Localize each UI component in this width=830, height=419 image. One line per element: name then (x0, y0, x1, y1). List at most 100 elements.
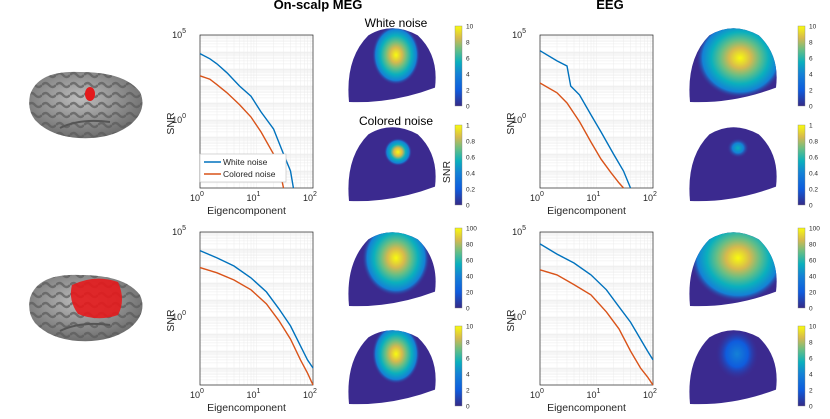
activation-spot (715, 330, 759, 380)
x-tick-label: 101 (587, 388, 601, 400)
colorbar-tick-label: 8 (809, 340, 813, 347)
colorbar-tick-label: 10 (809, 24, 817, 31)
colorbars: 108642010.80.60.40.20108642010.80.60.40.… (454, 24, 820, 411)
x-tick-label: 101 (247, 388, 261, 400)
colorbar-meg-bottom-colored: 10 8 6 4 2 0 (454, 324, 474, 411)
topomap-eeg-top-white (689, 28, 777, 103)
colorbar-meg-top-white: 10 8 6 4 2 0 (454, 24, 474, 111)
axes-box (199, 231, 314, 386)
colorbar-tick-label: 0.6 (466, 155, 475, 162)
colorbar-tick-label: 0 (809, 404, 813, 411)
colorbar-gradient (797, 25, 806, 107)
y-axis-label: SNR (165, 112, 177, 135)
colorbar-tick-label: 0.2 (466, 187, 475, 194)
activation-spot (384, 138, 412, 166)
colorbar-eeg-bottom-white: 100 80 60 40 20 0 (797, 226, 820, 313)
colorbar-tick-label: 1 (466, 123, 470, 130)
series-colored-noise (199, 266, 314, 386)
colorbar-meg-top-colored: 1 0.8 0.6 0.4 0.2 0 (454, 123, 475, 210)
colorbar-tick-label: 4 (809, 72, 813, 79)
colorbar-tick-label: 2 (809, 88, 813, 95)
colorbar-tick-label: 10 (466, 24, 474, 31)
colorbar-gradient (797, 227, 806, 309)
y-axis-label: SNR (505, 309, 517, 332)
colorbar-tick-label: 0.4 (466, 171, 475, 178)
colorbar-tick-label: 80 (466, 242, 474, 249)
colorbar-tick-label: 0.8 (809, 139, 818, 146)
colorbar-gradient (454, 25, 463, 107)
activation-spot (372, 28, 420, 85)
activation-spot (362, 232, 430, 296)
x-tick-label: 101 (587, 191, 601, 203)
x-tick-label: 100 (190, 191, 204, 203)
eeg-title: EEG (596, 0, 623, 12)
colorbar-tick-label: 0.6 (809, 155, 818, 162)
colorbar-tick-label: 4 (466, 72, 470, 79)
colorbar-tick-label: 2 (466, 88, 470, 95)
colorbar-tick-label: 1 (809, 123, 813, 130)
x-axis-label: Eigencomponent (547, 205, 626, 217)
colorbar-tick-label: 100 (809, 226, 820, 233)
colorbar-gradient (797, 325, 806, 407)
colorbar-tick-label: 10 (809, 324, 817, 331)
colorbar-tick-label: 6 (466, 356, 470, 363)
colorbar-meg-bottom-white: 100 80 60 40 20 0 (454, 226, 477, 313)
legend-label-white: White noise (223, 157, 268, 167)
y-tick-label: 105 (172, 28, 186, 40)
snr-colorbar-label: SNR (441, 160, 453, 183)
y-tick-label: 105 (512, 225, 526, 237)
activation-spot (696, 28, 777, 98)
colorbar-tick-label: 8 (466, 340, 470, 347)
y-axis-label: SNR (165, 309, 177, 332)
topomap-meg-top-colored (348, 127, 436, 202)
colorbar-tick-label: 100 (466, 226, 477, 233)
colorbar-tick-label: 2 (466, 388, 470, 395)
x-tick-label: 102 (303, 388, 317, 400)
colorbar-tick-label: 4 (466, 372, 470, 379)
series-colored-noise (539, 82, 625, 189)
colorbar-tick-label: 40 (809, 274, 817, 281)
colorbar-tick-label: 0 (809, 306, 813, 313)
colorbar-tick-label: 0 (809, 203, 813, 210)
legend-label-colored: Colored noise (223, 169, 276, 179)
legend: White noise Colored noise (199, 153, 287, 183)
meg-title: On-scalp MEG (274, 0, 363, 12)
colorbar-tick-label: 80 (809, 242, 817, 249)
x-tick-label: 100 (530, 388, 544, 400)
brain-small-source (29, 71, 143, 139)
colorbar-tick-label: 0.8 (466, 139, 475, 146)
series-white-noise (539, 50, 632, 189)
topomap-eeg-top-colored (689, 127, 777, 202)
colorbar-eeg-top-colored: 1 0.8 0.6 0.4 0.2 0 (797, 123, 818, 210)
activation-spot (727, 138, 749, 158)
colorbar-gradient (454, 325, 463, 407)
topomap-meg-top-white (348, 28, 436, 103)
colorbar-tick-label: 0 (466, 104, 470, 111)
colorbar-tick-label: 0 (466, 203, 470, 210)
y-tick-label: 105 (172, 225, 186, 237)
axes-box (199, 34, 314, 189)
colorbar-tick-label: 0.2 (809, 187, 818, 194)
x-axis-label: Eigencomponent (207, 402, 286, 414)
activation-spot (372, 330, 420, 384)
colored-noise-title: Colored noise (359, 114, 433, 128)
head-surface (689, 127, 777, 202)
colorbar-gradient (797, 124, 806, 206)
colorbar-tick-label: 6 (809, 56, 813, 63)
topomap-meg-bottom-colored (348, 330, 436, 405)
colorbar-gradient (454, 124, 463, 206)
source-patch-small (85, 87, 95, 101)
colorbar-gradient (454, 227, 463, 309)
colorbar-tick-label: 6 (809, 356, 813, 363)
colorbar-tick-label: 40 (466, 274, 474, 281)
topomap-meg-bottom-white (348, 232, 436, 307)
x-axis-label: Eigencomponent (547, 402, 626, 414)
colorbar-tick-label: 20 (809, 290, 817, 297)
x-tick-label: 102 (643, 191, 657, 203)
y-axis-label: SNR (505, 112, 517, 135)
topomap-eeg-bottom-white (689, 232, 777, 307)
